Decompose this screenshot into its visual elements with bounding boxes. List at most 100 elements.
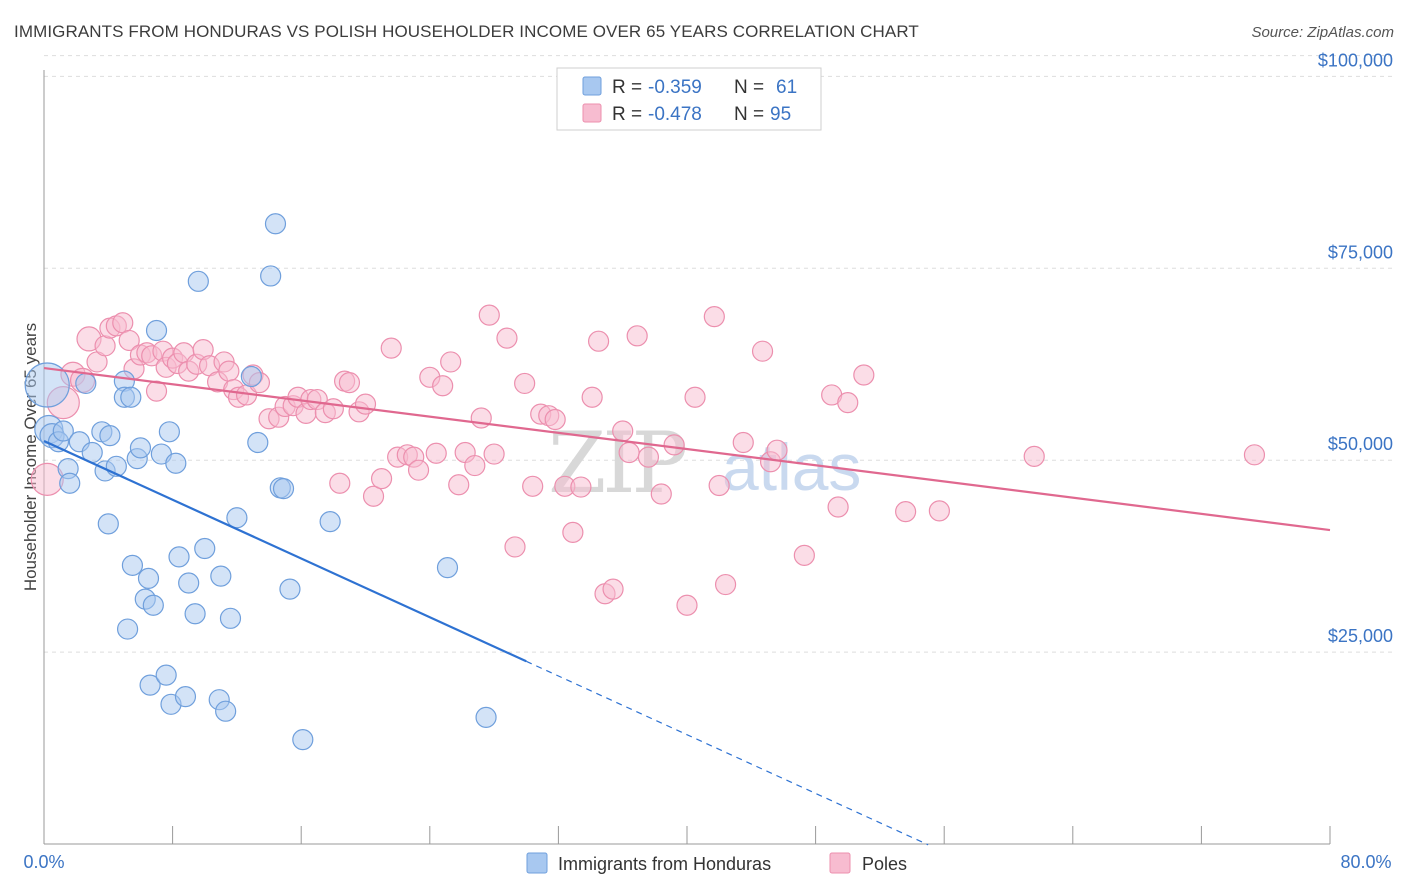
- trend-line-poles: [43, 366, 1331, 532]
- data-point-poles: [448, 474, 470, 496]
- data-point-poles: [663, 434, 685, 456]
- data-point-poles: [570, 476, 592, 498]
- data-point-honduras: [137, 567, 160, 590]
- stats-legend-n-value-honduras: 61: [776, 77, 797, 98]
- data-point-honduras: [75, 372, 97, 395]
- bottom-legend-label-honduras: Immigrants from Honduras: [558, 854, 771, 874]
- data-point-poles: [118, 329, 140, 352]
- data-point-honduras: [120, 386, 142, 408]
- data-point-poles: [1023, 445, 1045, 467]
- stats-legend-r-label-poles: R =: [612, 104, 642, 125]
- data-point-poles: [637, 446, 660, 468]
- y-tick-labels: $25,000 $50,000 $75,000 $100,000: [1318, 50, 1393, 646]
- bottom-legend: Immigrants from Honduras Poles: [526, 852, 907, 874]
- data-point-poles: [407, 459, 430, 481]
- data-point-honduras: [264, 213, 287, 235]
- data-point-poles: [370, 468, 393, 490]
- y-tick-label: $100,000: [1318, 50, 1393, 70]
- data-point-poles: [425, 442, 447, 464]
- data-point-poles: [504, 536, 526, 558]
- y-tick-label: $75,000: [1328, 242, 1393, 262]
- data-point-poles: [714, 573, 737, 596]
- data-point-poles: [766, 439, 788, 461]
- data-point-poles: [94, 335, 116, 357]
- data-point-poles: [354, 393, 377, 415]
- data-point-honduras: [168, 546, 190, 568]
- data-point-honduras: [247, 431, 269, 454]
- data-point-poles: [684, 386, 706, 408]
- data-point-poles: [928, 500, 950, 522]
- data-point-honduras: [158, 421, 180, 443]
- y-axis-label: Householder Income Over 65 years: [21, 323, 40, 591]
- stats-legend: R = -0.359 N = 61 R = -0.478 N = 95: [556, 67, 822, 131]
- data-point-poles: [587, 330, 610, 352]
- data-point-honduras: [319, 510, 341, 533]
- data-point-poles: [751, 340, 774, 362]
- data-point-honduras: [155, 664, 177, 686]
- data-point-honduras: [184, 603, 206, 625]
- data-point-honduras: [121, 554, 144, 576]
- data-point-poles: [703, 306, 725, 328]
- stats-legend-swatch-poles: [582, 103, 602, 123]
- stats-legend-n-label-honduras: N =: [734, 77, 764, 98]
- chart-title: IMMIGRANTS FROM HONDURAS VS POLISH HOUSE…: [14, 22, 919, 41]
- data-point-poles: [895, 501, 917, 523]
- data-point-honduras: [165, 452, 187, 474]
- data-point-honduras: [178, 572, 200, 594]
- data-point-poles: [218, 360, 240, 382]
- data-point-poles: [676, 594, 698, 616]
- x-tick-label-max: 80.0%: [1340, 852, 1391, 872]
- data-point-honduras: [139, 674, 161, 696]
- bottom-legend-label-poles: Poles: [862, 854, 907, 874]
- stats-legend-r-label-honduras: R =: [612, 77, 642, 98]
- data-point-poles: [837, 392, 859, 414]
- data-point-honduras: [174, 686, 197, 708]
- data-point-honduras: [279, 578, 301, 600]
- data-point-honduras: [219, 607, 242, 629]
- x-tick-label-min: 0.0%: [23, 852, 64, 872]
- data-point-poles: [338, 372, 361, 394]
- data-point-honduras: [210, 565, 232, 587]
- data-point-poles: [562, 521, 584, 543]
- data-point-honduras: [59, 472, 81, 494]
- data-point-poles: [362, 485, 385, 507]
- trend-line-honduras: [43, 439, 527, 663]
- data-point-honduras: [142, 594, 164, 616]
- data-point-honduras: [215, 700, 237, 722]
- data-point-honduras: [260, 265, 282, 287]
- stats-legend-r-value-poles: -0.478: [648, 104, 702, 125]
- data-point-poles: [145, 380, 168, 402]
- stats-legend-r-value-honduras: -0.359: [648, 77, 702, 98]
- bottom-legend-swatch-honduras: [526, 852, 548, 874]
- data-point-honduras: [52, 420, 74, 442]
- data-point-poles: [464, 454, 486, 477]
- data-point-poles: [380, 337, 402, 359]
- data-point-poles: [483, 443, 505, 465]
- data-point-honduras: [436, 557, 459, 579]
- bottom-legend-swatch-poles: [829, 852, 851, 874]
- data-point-honduras: [292, 729, 314, 751]
- stats-legend-n-value-poles: 95: [770, 104, 791, 125]
- stats-legend-swatch-honduras: [582, 76, 602, 96]
- data-point-honduras: [475, 706, 497, 728]
- data-point-poles: [827, 496, 849, 518]
- data-point-poles: [329, 472, 351, 494]
- data-point-honduras: [194, 537, 216, 560]
- data-point-poles: [1243, 444, 1266, 466]
- data-point-honduras: [187, 270, 209, 292]
- data-point-poles: [626, 325, 648, 347]
- data-point-honduras: [145, 319, 168, 342]
- stats-legend-n-label-poles: N =: [734, 104, 764, 125]
- data-point-poles: [322, 398, 344, 420]
- data-point-poles: [478, 304, 500, 326]
- data-point-honduras: [99, 425, 121, 447]
- data-point-poles: [708, 474, 730, 497]
- data-point-poles: [496, 327, 518, 349]
- data-point-poles: [793, 544, 815, 566]
- data-point-poles: [853, 364, 875, 386]
- data-point-poles: [514, 372, 536, 395]
- data-point-poles: [581, 386, 603, 408]
- gridlines: [44, 55, 1392, 653]
- data-point-honduras: [129, 437, 152, 459]
